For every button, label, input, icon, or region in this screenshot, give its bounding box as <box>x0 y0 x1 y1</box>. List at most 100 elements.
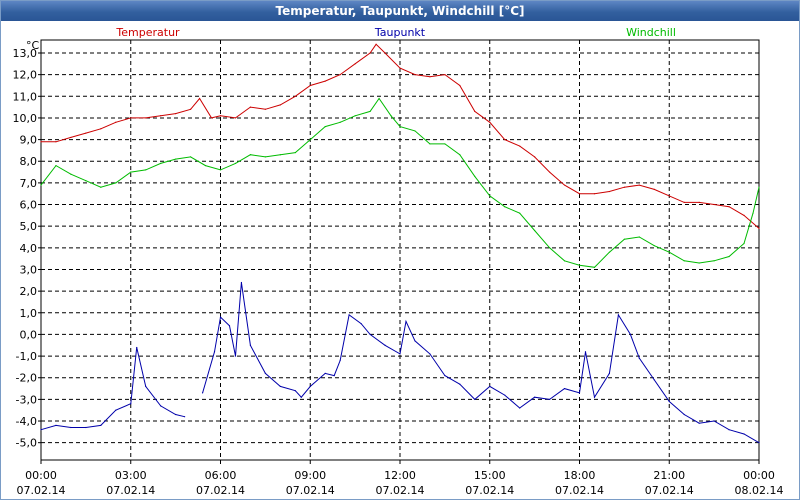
data-point-taupunkt <box>429 353 431 355</box>
y-tick-label: 0,0 <box>20 328 38 341</box>
data-point-temperatur <box>234 117 237 119</box>
data-point-windchill <box>369 110 371 113</box>
data-point-temperatur <box>623 186 625 188</box>
data-point-windchill <box>339 121 341 123</box>
data-point-temperatur <box>668 195 670 197</box>
x-tick-time: 12:00 <box>384 469 416 482</box>
data-point-temperatur <box>145 117 147 119</box>
y-tick-label: -4,0 <box>16 415 37 428</box>
data-point-taupunkt <box>339 359 341 362</box>
data-point-taupunkt <box>175 413 177 416</box>
y-tick-label: -5,0 <box>16 437 37 450</box>
data-point-temperatur <box>294 95 296 97</box>
data-point-windchill <box>249 154 252 156</box>
data-point-taupunkt <box>668 400 670 403</box>
data-point-taupunkt <box>279 385 281 387</box>
y-tick-label: -1,0 <box>16 350 37 363</box>
data-point-windchill <box>100 186 102 188</box>
data-point-windchill <box>474 175 476 177</box>
data-point-windchill <box>563 260 566 262</box>
data-point-temperatur <box>758 227 760 229</box>
data-point-temperatur <box>489 121 491 123</box>
data-point-windchill <box>548 247 551 249</box>
data-point-taupunkt <box>234 355 237 357</box>
data-point-taupunkt <box>309 385 311 387</box>
data-point-taupunkt <box>348 314 350 316</box>
data-point-windchill <box>608 251 611 253</box>
data-point-temperatur <box>264 108 266 110</box>
data-point-temperatur <box>459 84 461 87</box>
data-point-taupunkt <box>228 325 231 327</box>
data-point-taupunkt <box>399 353 401 355</box>
x-tick-time: 00:00 <box>743 469 775 482</box>
data-point-taupunkt <box>240 281 243 284</box>
data-point-temperatur <box>100 128 102 130</box>
data-point-taupunkt <box>584 351 587 353</box>
data-point-windchill <box>40 184 42 186</box>
data-point-temperatur <box>698 201 700 203</box>
y-tick-label: 8,0 <box>20 155 38 168</box>
data-point-windchill <box>85 180 87 182</box>
data-point-temperatur <box>55 141 57 143</box>
data-point-temperatur <box>563 184 566 186</box>
grid-lines <box>41 40 759 460</box>
x-tick-date: 07.02.14 <box>196 484 245 497</box>
data-point-temperatur <box>713 203 715 206</box>
data-point-taupunkt <box>201 392 204 394</box>
data-point-taupunkt <box>629 333 631 336</box>
data-point-taupunkt <box>578 392 581 394</box>
data-point-taupunkt <box>115 409 117 411</box>
y-tick-label: -3,0 <box>16 393 37 406</box>
data-point-taupunkt <box>548 398 551 400</box>
data-point-taupunkt <box>360 323 362 325</box>
data-point-temperatur <box>249 106 252 108</box>
data-point-windchill <box>668 251 670 253</box>
y-tick-label: 1,0 <box>20 307 38 320</box>
data-point-windchill <box>758 186 760 188</box>
data-point-temperatur <box>429 76 431 78</box>
series-lines <box>40 43 760 444</box>
y-tick-label: 11,0 <box>13 90 38 103</box>
data-point-taupunkt <box>324 372 326 375</box>
data-point-temperatur <box>384 52 386 54</box>
y-tick-label: -2,0 <box>16 372 37 385</box>
data-point-taupunkt <box>608 372 611 375</box>
data-point-temperatur <box>375 43 377 45</box>
data-point-taupunkt <box>519 407 521 409</box>
x-tick-time: 15:00 <box>474 469 506 482</box>
data-point-taupunkt <box>683 413 685 416</box>
data-point-temperatur <box>414 74 416 76</box>
data-point-taupunkt <box>100 424 102 426</box>
data-point-windchill <box>324 125 326 128</box>
data-point-taupunkt <box>728 429 730 431</box>
data-point-windchill <box>638 236 640 238</box>
data-point-temperatur <box>115 121 117 123</box>
window-title: Temperatur, Taupunkt, Windchill [°C] <box>1 1 799 21</box>
x-tick-date: 07.02.14 <box>17 484 66 497</box>
data-point-temperatur <box>519 145 521 147</box>
data-point-taupunkt <box>333 374 335 377</box>
data-point-taupunkt <box>130 403 132 405</box>
x-tick-date: 07.02.14 <box>106 484 155 497</box>
y-tick-label: 10,0 <box>13 112 38 125</box>
data-point-taupunkt <box>474 398 476 400</box>
data-point-temperatur <box>40 141 42 143</box>
data-point-taupunkt <box>219 316 222 318</box>
data-point-taupunkt <box>213 351 216 353</box>
data-point-windchill <box>294 151 296 154</box>
data-point-taupunkt <box>40 429 42 431</box>
y-axis-ticks: 13,0 12,0 11,0 10,0 9,0 8,0 7,0 6,0 5,0 4,0 3,0 2,0… <box>13 47 41 450</box>
legend-entry-temperatur: Temperatur <box>115 26 180 39</box>
x-tick-time: 18:00 <box>564 469 596 482</box>
data-point-taupunkt <box>698 422 700 424</box>
data-point-windchill <box>204 164 207 167</box>
data-point-taupunkt <box>184 416 186 418</box>
x-tick-date: 07.02.14 <box>465 484 514 497</box>
data-point-taupunkt <box>249 344 252 346</box>
data-point-windchill <box>354 115 356 117</box>
x-tick-date: 07.02.14 <box>555 484 604 497</box>
data-point-taupunkt <box>617 314 619 316</box>
data-point-windchill <box>55 164 57 167</box>
x-tick-time: 00:00 <box>25 469 57 482</box>
y-tick-label: 5,0 <box>20 220 38 233</box>
